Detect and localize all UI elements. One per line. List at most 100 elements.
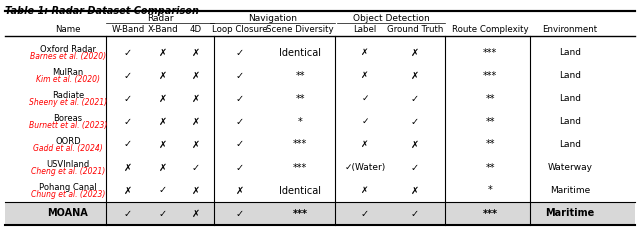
Text: Table 1: Radar Dataset Comparison: Table 1: Radar Dataset Comparison [5,6,199,16]
Text: ✗: ✗ [192,93,200,103]
Text: ✗: ✗ [159,71,167,81]
Text: ✓: ✓ [192,163,200,173]
Text: ✓: ✓ [361,94,369,103]
Text: *: * [488,185,492,196]
Text: ✓: ✓ [159,185,167,196]
Text: Sheeny et al. (2021): Sheeny et al. (2021) [29,98,107,107]
Text: Burnett et al. (2023): Burnett et al. (2023) [29,121,107,130]
Text: **: ** [485,116,495,126]
Text: ✓: ✓ [236,48,244,58]
Text: ✓: ✓ [124,93,132,103]
Text: ✗: ✗ [192,208,200,218]
Text: X-Band: X-Band [148,25,179,33]
Text: *: * [298,116,302,126]
Text: W-Band: W-Band [111,25,145,33]
Text: ✗: ✗ [411,185,419,196]
Text: ✗: ✗ [411,71,419,81]
Text: **: ** [295,93,305,103]
Text: ✗: ✗ [192,185,200,196]
Text: ***: *** [292,208,307,218]
Text: ✓: ✓ [236,208,244,218]
Text: **: ** [295,71,305,81]
Text: Land: Land [559,94,581,103]
Text: ✓(Water): ✓(Water) [344,163,386,172]
Text: ***: *** [483,71,497,81]
Text: ✓: ✓ [361,117,369,126]
Text: ✗: ✗ [361,48,369,57]
Text: Radar: Radar [147,13,173,22]
Text: 4D: 4D [190,25,202,33]
Text: ✗: ✗ [159,93,167,103]
Text: ✓: ✓ [236,71,244,81]
Text: Radiate: Radiate [52,91,84,100]
Text: **: ** [485,140,495,150]
Text: Land: Land [559,117,581,126]
Text: ✗: ✗ [192,140,200,150]
Text: ✗: ✗ [411,140,419,150]
Text: ***: *** [483,208,497,218]
Text: ✓: ✓ [124,208,132,218]
Text: ✗: ✗ [192,116,200,126]
Text: ***: *** [293,163,307,173]
Text: USVInland: USVInland [46,160,90,169]
Text: Gadd et al. (2024): Gadd et al. (2024) [33,144,103,153]
Text: OORD: OORD [55,137,81,146]
Text: ✗: ✗ [159,163,167,173]
Text: ***: *** [293,140,307,150]
Text: Cheng et al. (2021): Cheng et al. (2021) [31,167,105,176]
Text: Route Complexity: Route Complexity [452,25,528,33]
Text: ✗: ✗ [361,140,369,149]
Text: ✗: ✗ [159,48,167,58]
Text: Object Detection: Object Detection [353,13,429,22]
Bar [5,202,635,225]
Text: MulRan: MulRan [52,68,84,77]
Text: ✗: ✗ [361,186,369,195]
Text: ✗: ✗ [192,48,200,58]
Text: Name: Name [55,25,81,33]
Text: Pohang Canal: Pohang Canal [39,183,97,192]
Text: **: ** [485,93,495,103]
Text: ✓: ✓ [124,71,132,81]
Text: Oxford Radar: Oxford Radar [40,45,96,54]
Text: ✓: ✓ [236,140,244,150]
Text: ✓: ✓ [236,116,244,126]
Text: ✓: ✓ [159,208,167,218]
Text: Kim et al. (2020): Kim et al. (2020) [36,75,100,84]
Text: ✓: ✓ [411,93,419,103]
Text: ✓: ✓ [361,208,369,218]
Text: Identical: Identical [279,185,321,196]
Text: Chung et al. (2023): Chung et al. (2023) [31,190,105,199]
Text: Maritime: Maritime [550,186,590,195]
Text: Land: Land [559,140,581,149]
Text: ✗: ✗ [192,71,200,81]
Text: Maritime: Maritime [545,208,595,218]
Text: Waterway: Waterway [547,163,593,172]
Text: ✓: ✓ [124,48,132,58]
Text: Environment: Environment [543,25,598,33]
Text: ✗: ✗ [124,185,132,196]
Text: ✓: ✓ [124,140,132,150]
Text: Navigation: Navigation [248,13,297,22]
Text: Barnes et al. (2020): Barnes et al. (2020) [30,52,106,61]
Text: ✗: ✗ [124,163,132,173]
Text: ✓: ✓ [236,93,244,103]
Text: Land: Land [559,71,581,80]
Text: ✓: ✓ [124,116,132,126]
Text: Boreas: Boreas [53,114,83,123]
Text: ✗: ✗ [236,185,244,196]
Text: ✗: ✗ [159,116,167,126]
Text: Land: Land [559,48,581,57]
Text: Identical: Identical [279,48,321,58]
Text: Label: Label [353,25,376,33]
Text: Scene Diversity: Scene Diversity [266,25,334,33]
Text: Loop Closure: Loop Closure [212,25,268,33]
Text: ✗: ✗ [361,71,369,80]
Text: ✓: ✓ [411,163,419,173]
Text: ✓: ✓ [236,163,244,173]
Text: **: ** [485,163,495,173]
Text: ✓: ✓ [411,116,419,126]
Text: ✓: ✓ [411,208,419,218]
Text: Ground Truth: Ground Truth [387,25,443,33]
Text: ✗: ✗ [159,140,167,150]
Text: ✗: ✗ [411,48,419,58]
